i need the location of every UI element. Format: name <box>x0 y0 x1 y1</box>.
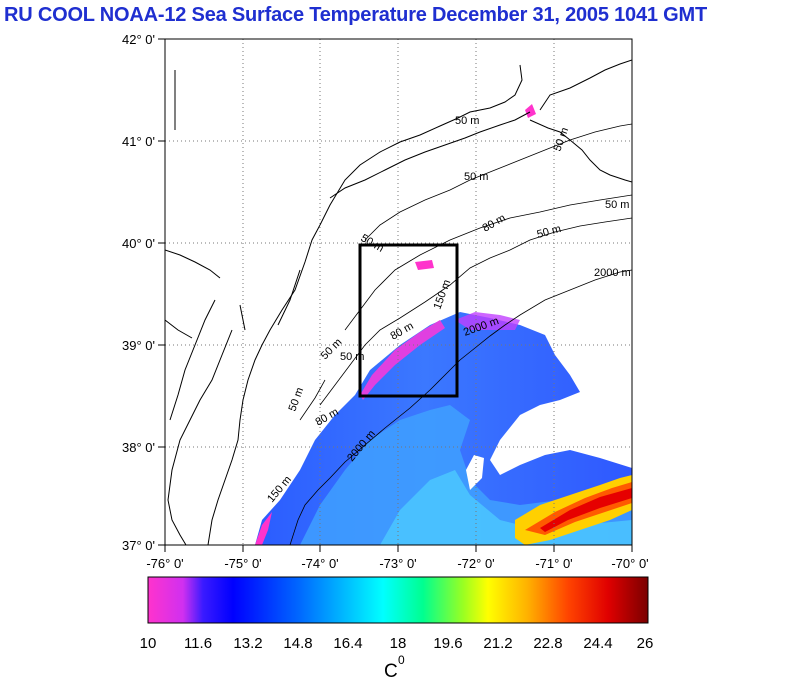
sst-cold-edge-box <box>360 320 445 400</box>
colorbar-tick: 14.8 <box>283 635 312 652</box>
colorbar-tick: 21.2 <box>483 635 512 652</box>
colorbar-tick: 16.4 <box>333 635 362 652</box>
sst-magenta-speck-hudson <box>415 260 434 270</box>
contour-label: 50 m <box>455 115 479 127</box>
cloud-gap <box>466 455 484 490</box>
axis-ticks <box>158 38 633 552</box>
colorbar-tick: 24.4 <box>583 635 612 652</box>
colorbar-tick: 19.6 <box>433 635 462 652</box>
gulf-stream-red <box>540 488 632 532</box>
lat-label: 38° 0' <box>122 440 155 455</box>
map-title: RU COOL NOAA-12 Sea Surface Temperature … <box>4 4 708 26</box>
lat-label: 40° 0' <box>122 236 155 251</box>
bathymetry-contours <box>289 123 632 545</box>
lon-label: -72° 0' <box>457 556 494 571</box>
longitude-labels: -76° 0' -75° 0' -74° 0' -73° 0' -72° 0' … <box>146 556 648 571</box>
contour-label: 50 m <box>340 351 364 363</box>
lon-label: -73° 0' <box>379 556 416 571</box>
lat-label: 39° 0' <box>122 338 155 353</box>
contour-label: 50 m <box>464 171 488 183</box>
colorbar-tick: 26 <box>637 635 654 652</box>
study-area-box <box>358 243 459 398</box>
lon-label: -70° 0' <box>611 556 648 571</box>
lon-label: -76° 0' <box>146 556 183 571</box>
lon-label: -75° 0' <box>224 556 261 571</box>
sst-cold-edge-south <box>255 512 272 545</box>
colorbar <box>147 576 649 624</box>
lon-label: -71° 0' <box>535 556 572 571</box>
lat-label: 41° 0' <box>122 134 155 149</box>
sst-light-cyan-region <box>380 470 632 545</box>
colorbar-tick: 13.2 <box>233 635 262 652</box>
colorbar-unit-label: C <box>384 661 398 680</box>
colorbar-tick: 11.6 <box>184 635 212 652</box>
grid-lines <box>165 39 632 545</box>
latitude-labels: 42° 0' 41° 0' 40° 0' 39° 0' 38° 0' 37° 0… <box>122 32 155 553</box>
contour-label: 50 m <box>605 199 629 211</box>
colorbar-tick: 22.8 <box>533 635 562 652</box>
coastline <box>165 59 632 545</box>
colorbar-tick-labels: 10 11.6 13.2 14.8 16.4 18 19.6 21.2 22.8… <box>140 635 654 652</box>
lat-label: 42° 0' <box>122 32 155 47</box>
lat-label: 37° 0' <box>122 538 155 553</box>
colorbar-tick: 18 <box>390 635 407 652</box>
contour-label: 2000 m <box>594 267 631 279</box>
sst-magenta-speck-north <box>525 104 536 118</box>
colorbar-tick: 10 <box>140 635 157 652</box>
colorbar-unit-superscript: 0 <box>398 653 405 667</box>
lon-label: -74° 0' <box>301 556 338 571</box>
